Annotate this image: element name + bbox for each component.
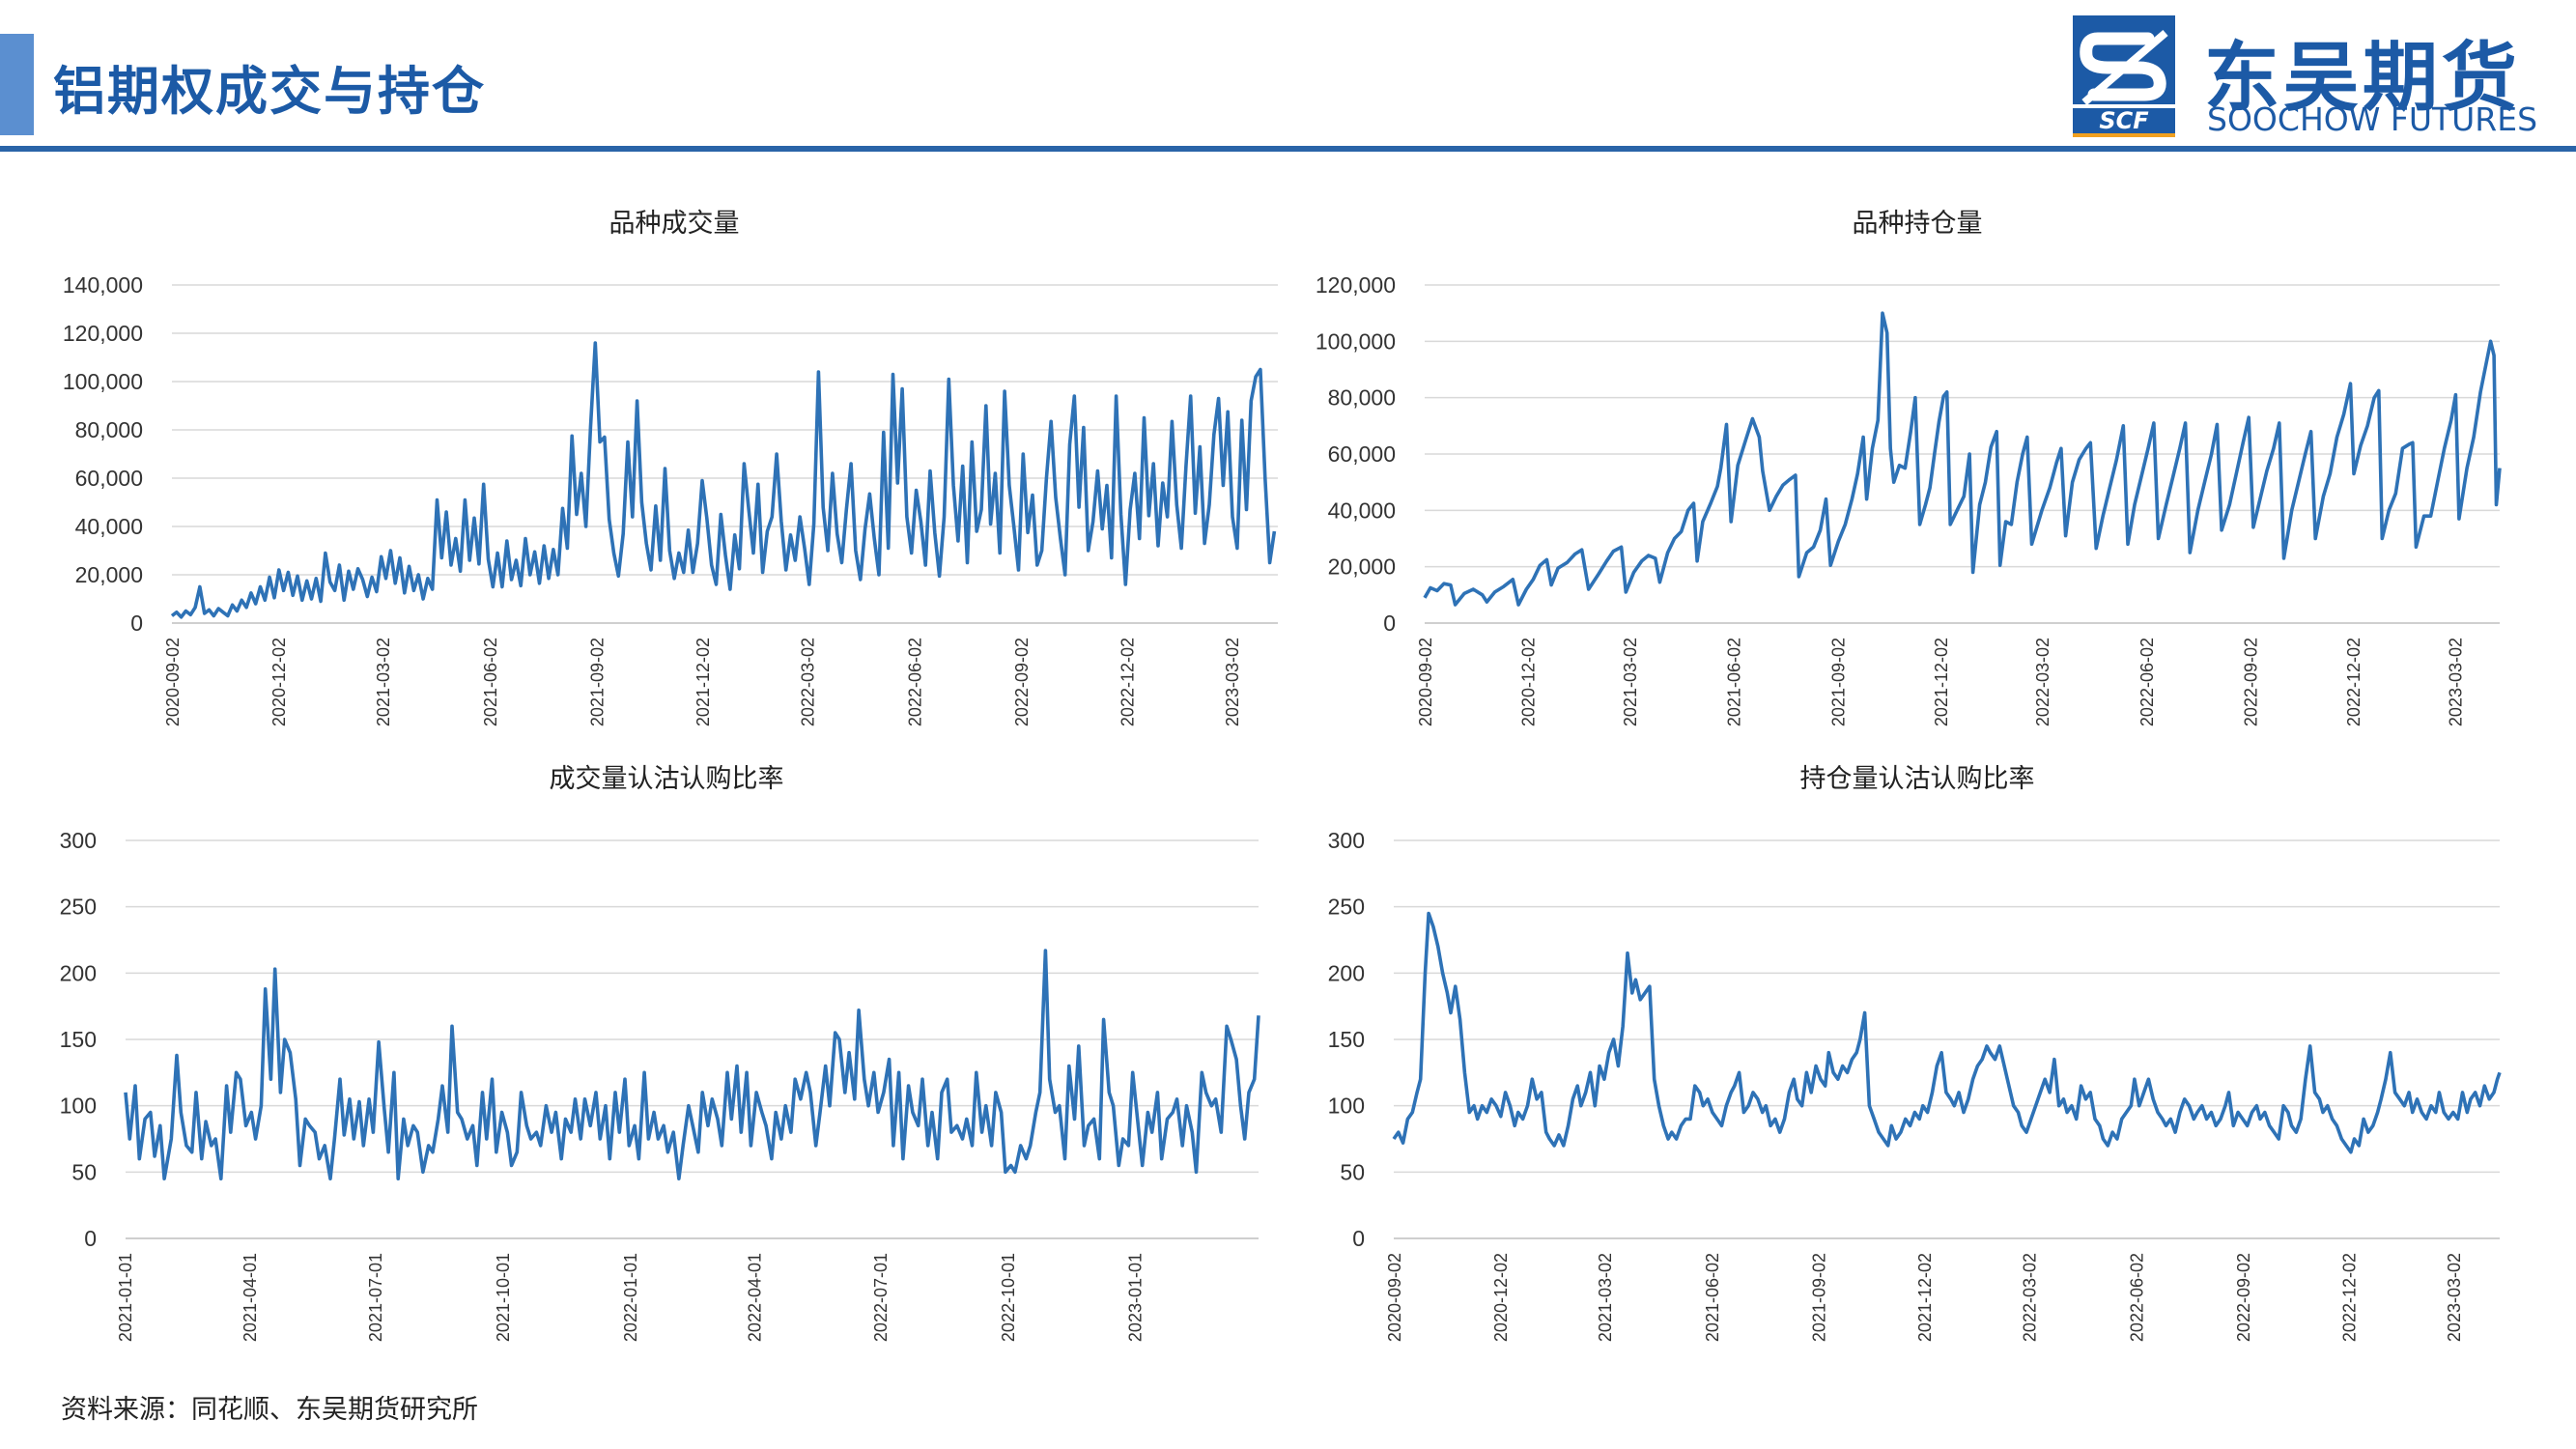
x-tick-label: 2022-07-01 (871, 1253, 891, 1342)
x-tick-label: 2022-03-02 (2033, 638, 2052, 726)
x-tick-label: 2022-12-02 (1118, 638, 1138, 726)
x-tick-label: 2021-12-02 (1915, 1253, 1935, 1342)
x-tick-label: 2022-03-02 (2021, 1253, 2040, 1342)
x-tick-label: 2022-09-02 (2234, 1253, 2253, 1342)
x-tick-label: 2020-12-02 (1519, 638, 1539, 726)
x-tick-label: 2020-09-02 (163, 638, 183, 726)
y-tick-label: 60,000 (75, 466, 143, 491)
series-line (124, 949, 1260, 1180)
scf-logo-icon: SCF (2073, 15, 2175, 137)
source-note: 资料来源：同花顺、东吴期货研究所 (61, 1395, 478, 1425)
y-tick-label: 50 (1340, 1159, 1365, 1184)
y-tick-label: 50 (71, 1159, 97, 1184)
y-tick-label: 40,000 (75, 514, 143, 539)
y-tick-label: 250 (1328, 895, 1365, 920)
x-tick-label: 2022-09-02 (1012, 638, 1032, 726)
x-tick-label: 2021-09-02 (588, 638, 608, 726)
y-tick-label: 100,000 (1316, 328, 1396, 354)
x-tick-label: 2021-06-02 (1703, 1253, 1722, 1342)
x-tick-label: 2021-09-02 (1828, 638, 1848, 726)
y-tick-label: 300 (60, 828, 97, 853)
x-tick-label: 2021-06-02 (1725, 638, 1744, 726)
x-tick-label: 2021-01-01 (116, 1253, 135, 1342)
series-line (1392, 911, 2502, 1154)
header-divider (0, 146, 2576, 152)
y-tick-label: 150 (1328, 1027, 1365, 1052)
y-tick-label: 0 (84, 1226, 97, 1251)
x-tick-label: 2021-07-01 (366, 1253, 385, 1342)
y-tick-label: 80,000 (75, 417, 143, 442)
volume-put-call-ratio-chart: 成交量认沽认购比率 0 50 100 150 200 250 300 2021-01-01 202… (60, 764, 1260, 1342)
y-tick-label: 250 (60, 895, 97, 920)
x-tick-label: 2020-09-02 (1416, 638, 1435, 726)
chart-title: 品种成交量 (609, 209, 740, 239)
x-tick-label: 2023-03-02 (2445, 1253, 2464, 1342)
chart-title: 品种持仓量 (1853, 209, 1983, 239)
x-tick-label: 2022-04-01 (746, 1253, 765, 1342)
y-tick-label: 0 (1383, 611, 1396, 636)
y-tick-label: 0 (130, 611, 143, 636)
y-tick-label: 20,000 (1328, 554, 1396, 580)
x-tick-label: 2022-06-02 (905, 638, 924, 726)
y-tick-label: 80,000 (1328, 385, 1396, 411)
page-title: 铝期权成交与持仓 (53, 61, 486, 122)
x-tick-label: 2020-12-02 (269, 638, 289, 726)
x-tick-label: 2021-04-01 (241, 1253, 260, 1342)
y-tick-label: 100,000 (63, 369, 143, 394)
y-tick-label: 0 (1352, 1226, 1365, 1251)
x-tick-label: 2021-10-01 (494, 1253, 513, 1342)
x-tick-label: 2022-06-02 (2137, 638, 2157, 726)
x-tick-label: 2021-12-02 (694, 638, 713, 726)
y-tick-label: 200 (1328, 960, 1365, 985)
open-interest-chart: 品种持仓量 0 20,000 40,000 60,000 80,000 100,000 120… (1316, 209, 2502, 726)
x-tick-label: 2022-03-02 (799, 638, 818, 726)
x-tick-label: 2021-09-02 (1810, 1253, 1829, 1342)
y-tick-label: 300 (1328, 828, 1365, 853)
chart-title: 持仓量认沽认购比率 (1800, 764, 2035, 794)
series-line (170, 341, 1277, 619)
x-tick-label: 2021-06-02 (481, 638, 500, 726)
series-line (1423, 311, 2502, 607)
y-tick-label: 120,000 (63, 321, 143, 346)
y-tick-label: 20,000 (75, 562, 143, 587)
logo-mark-text: SCF (2099, 107, 2149, 134)
x-tick-label: 2022-01-01 (621, 1253, 640, 1342)
y-tick-label: 100 (1328, 1094, 1365, 1119)
y-tick-label: 140,000 (63, 272, 143, 298)
y-tick-label: 200 (60, 960, 97, 985)
x-tick-label: 2022-06-02 (2127, 1253, 2146, 1342)
x-tick-label: 2021-03-02 (1596, 1253, 1615, 1342)
x-tick-label: 2021-12-02 (1932, 638, 1951, 726)
x-tick-label: 2022-12-02 (2340, 1253, 2360, 1342)
x-tick-label: 2020-09-02 (1385, 1253, 1404, 1342)
oi-put-call-ratio-chart: 持仓量认沽认购比率 0 50 100 150 200 250 300 2020-09-02 202… (1328, 764, 2502, 1342)
volume-chart: 品种成交量 0 20,000 40,000 60,000 80,000 100,000 120… (63, 209, 1278, 726)
x-tick-label: 2022-09-02 (2242, 638, 2261, 726)
chart-title: 成交量认沽认购比率 (550, 764, 784, 794)
y-tick-label: 120,000 (1316, 272, 1396, 298)
x-tick-label: 2023-03-02 (1223, 638, 1242, 726)
x-tick-label: 2023-01-01 (1126, 1253, 1146, 1342)
y-tick-label: 100 (60, 1094, 97, 1119)
logo-cn-name: 东吴期货 (2204, 35, 2522, 122)
x-tick-label: 2022-12-02 (2344, 638, 2364, 726)
header-accent-bar (0, 34, 34, 135)
soochow-futures-logo: SCF 东吴期货 SOOCHOW FUTURES (2067, 12, 2569, 138)
x-tick-label: 2022-10-01 (999, 1253, 1018, 1342)
x-tick-label: 2020-12-02 (1491, 1253, 1511, 1342)
x-tick-label: 2023-03-02 (2446, 638, 2465, 726)
y-tick-label: 40,000 (1328, 497, 1396, 523)
y-tick-label: 60,000 (1328, 441, 1396, 467)
x-tick-label: 2021-03-02 (1621, 638, 1640, 726)
x-tick-label: 2021-03-02 (374, 638, 393, 726)
logo-en-name: SOOCHOW FUTURES (2207, 100, 2538, 138)
y-tick-label: 150 (60, 1027, 97, 1052)
